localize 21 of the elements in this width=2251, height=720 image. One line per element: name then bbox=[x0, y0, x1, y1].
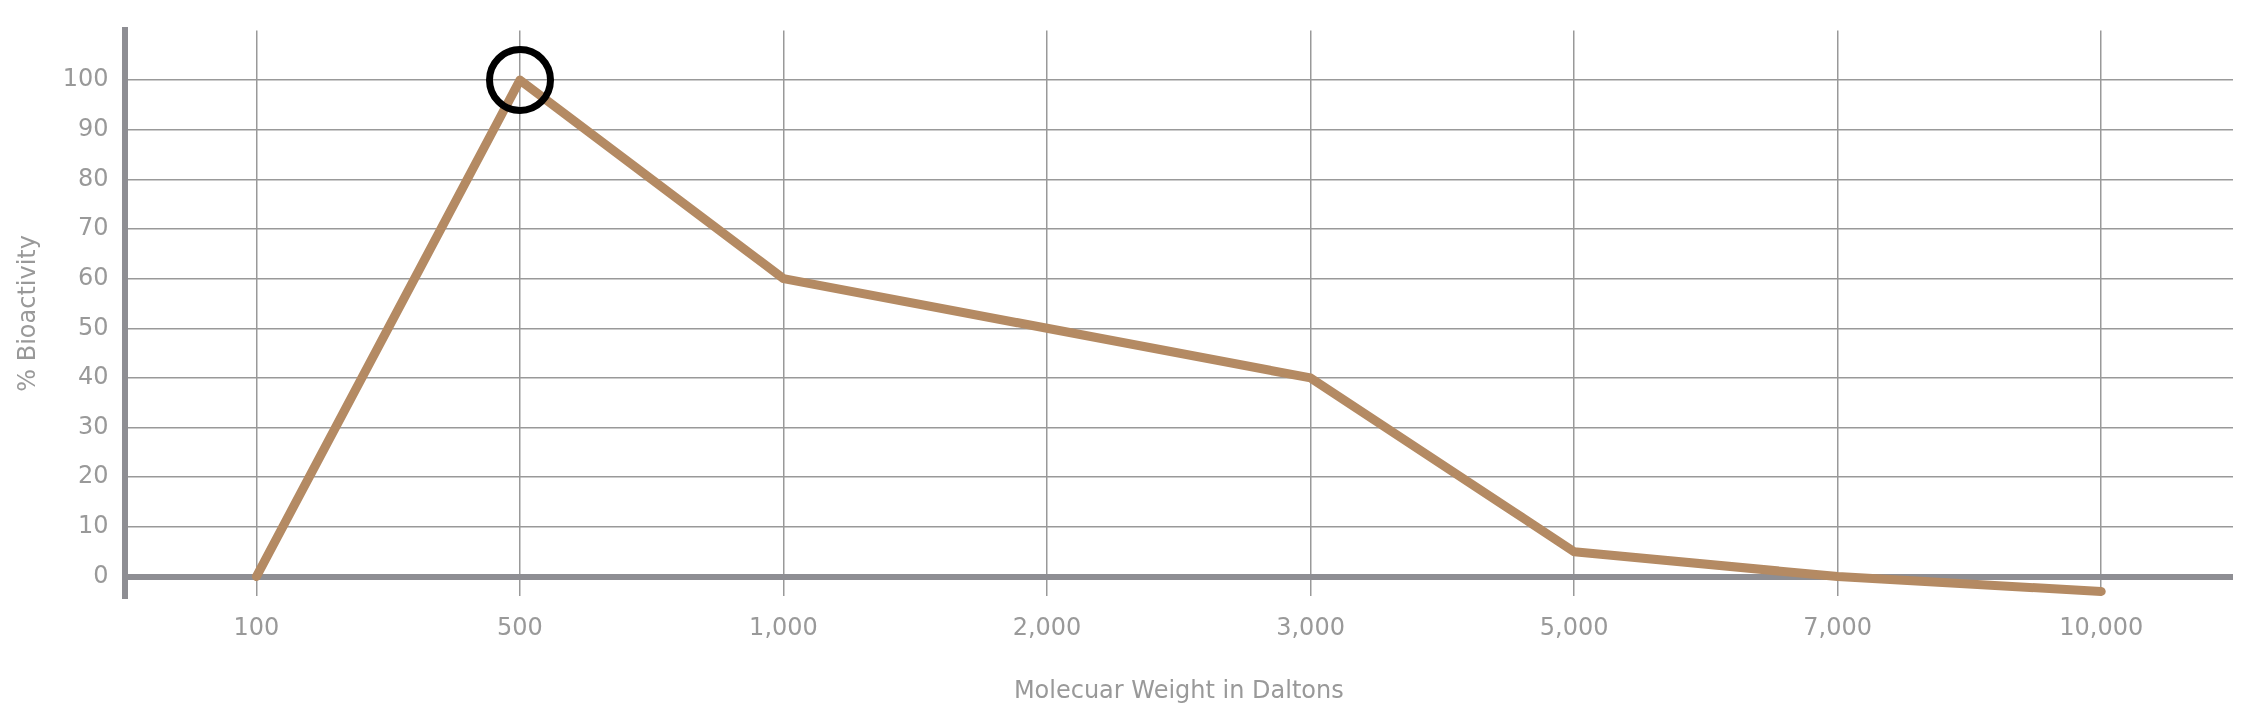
x-tick-label: 100 bbox=[233, 613, 280, 642]
y-tick-label: 0 bbox=[93, 560, 109, 589]
y-axis-title: % Bioactivity bbox=[12, 235, 41, 392]
x-axis-title: Molecuar Weight in Daltons bbox=[1013, 675, 1344, 704]
x-tick-label: 5,000 bbox=[1539, 613, 1609, 642]
y-tick-label: 70 bbox=[78, 213, 109, 242]
y-tick-label: 30 bbox=[78, 411, 109, 440]
x-tick-label: 7,000 bbox=[1803, 613, 1873, 642]
y-tick-label: 100 bbox=[62, 64, 109, 93]
y-tick-label: 90 bbox=[78, 113, 109, 142]
y-tick-label: 20 bbox=[78, 461, 109, 490]
y-tick-label: 40 bbox=[78, 362, 109, 391]
x-tick-label: 3,000 bbox=[1276, 613, 1345, 642]
x-tick-label: 500 bbox=[497, 613, 543, 642]
y-tick-label: 80 bbox=[78, 163, 109, 192]
x-tick-label: 1,000 bbox=[749, 613, 818, 642]
x-tick-label: 10,000 bbox=[2059, 613, 2144, 642]
x-tick-label: 2,000 bbox=[1012, 613, 1082, 642]
y-tick-label: 60 bbox=[78, 262, 109, 291]
y-tick-label: 10 bbox=[78, 511, 109, 540]
y-tick-label: 50 bbox=[78, 312, 109, 341]
